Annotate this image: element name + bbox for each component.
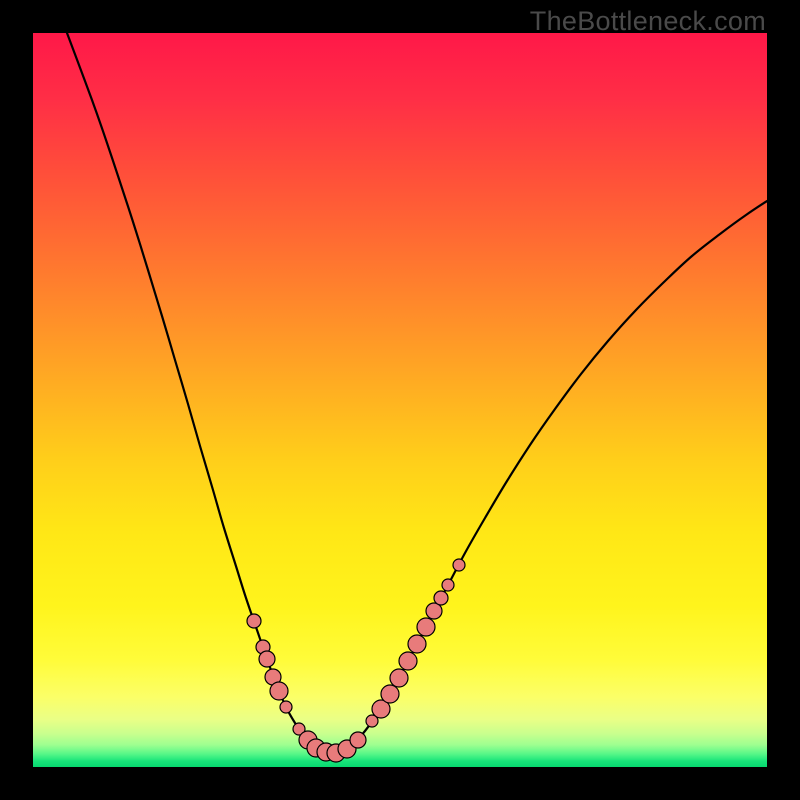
chart-frame: TheBottleneck.com [0,0,800,800]
plot-area [33,33,767,767]
watermark-text: TheBottleneck.com [530,6,766,37]
